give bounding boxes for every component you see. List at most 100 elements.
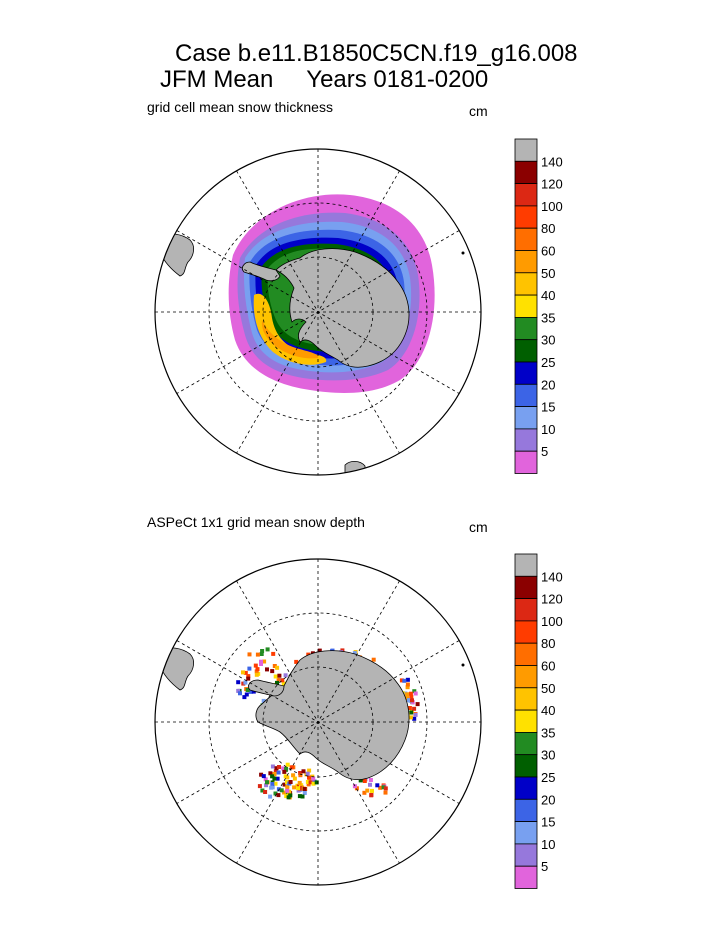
colorbar-model-swatch [514, 227, 538, 251]
colorbar-model-tick-label: 80 [541, 221, 555, 236]
colorbar-obs-tick-label: 40 [541, 703, 555, 718]
observation-cell [302, 787, 307, 791]
observation-cell [255, 652, 260, 657]
observation-cell [415, 702, 420, 707]
graticule [155, 149, 481, 475]
observation-cell [275, 680, 279, 685]
observation-cell [273, 674, 278, 679]
colorbar-model-swatch [514, 205, 538, 229]
observation-cell [259, 772, 264, 777]
observation-cell [301, 769, 306, 774]
colorbar-model-tick-label: 60 [541, 244, 555, 259]
observation-cell [352, 784, 357, 789]
observation-cell [371, 657, 376, 662]
observation-cell [412, 706, 417, 711]
colorbar-obs-swatch [514, 687, 538, 711]
observation-cell [265, 667, 269, 672]
observation-cell [409, 710, 414, 715]
colorbar-obs-tick-label: 15 [541, 815, 555, 830]
observation-cell [254, 669, 259, 674]
observation-cell [270, 669, 275, 674]
observation-cell [259, 652, 264, 656]
observation-cell [368, 782, 372, 787]
observation-cell [399, 678, 404, 683]
observation-cell [291, 773, 296, 778]
colorbar-model-swatch [514, 428, 538, 452]
observation-cell [311, 776, 316, 781]
observation-cell [241, 670, 245, 675]
colorbar-model-swatch [514, 294, 538, 318]
observation-cell [362, 790, 367, 795]
colorbar-obs-swatch [514, 754, 538, 778]
figure-title-line2: JFM Mean Years 0181-0200 [160, 66, 489, 93]
figure-title-line1: Case b.e11.B1850C5CN.f19_g16.008 [175, 40, 578, 67]
observation-cell [262, 659, 267, 664]
observation-cell [263, 777, 268, 782]
observation-cell [285, 780, 289, 785]
antarctica-landmass [255, 650, 410, 780]
colorbar-obs-tick-label: 120 [541, 592, 563, 607]
observation-cell [413, 691, 418, 696]
observation-cell [358, 778, 363, 783]
observation-cell [246, 674, 251, 679]
observation-cell [242, 695, 247, 700]
colorbar-obs-swatch [514, 709, 538, 733]
colorbar-obs-swatch [514, 843, 538, 867]
colorbar-obs-tick-label: 140 [541, 569, 563, 584]
observation-cell [408, 715, 413, 720]
observation-cell [297, 794, 302, 799]
observation-cell [306, 782, 311, 787]
observation-cell [288, 780, 293, 784]
observation-cell [281, 766, 286, 771]
colorbar-model-tick-label: 30 [541, 333, 555, 348]
map-boundary [154, 148, 482, 476]
observation-cell [272, 776, 277, 781]
observation-cell [247, 652, 252, 657]
observation-cell [312, 779, 317, 784]
observation-cell [294, 659, 299, 664]
observation-cell [412, 689, 417, 694]
observation-cell [246, 676, 251, 681]
colorbar-obs-swatch [514, 776, 538, 800]
observation-cell [265, 647, 270, 652]
observation-cell [375, 783, 380, 788]
observation-cell [381, 785, 386, 790]
observation-cell [244, 692, 249, 697]
colorbar-obs-tick-label: 30 [541, 748, 555, 763]
colorbar-obs-swatch [514, 575, 538, 599]
observation-cell [270, 764, 275, 769]
panel-subtitle-model: grid cell mean snow thickness [147, 99, 333, 115]
observation-cell [282, 769, 287, 774]
colorbar-obs-tick-label: 10 [541, 837, 555, 852]
observation-cell [288, 793, 293, 798]
observation-cell [285, 775, 290, 780]
colorbar-model-swatch [514, 160, 538, 184]
colorbar-obs-tick-label: 25 [541, 770, 555, 785]
colorbar-obs-tick-label: 100 [541, 614, 563, 629]
observation-cell [383, 790, 388, 795]
observation-cell [272, 664, 277, 668]
colorbar-obs-tick-label: 80 [541, 636, 555, 651]
snow-band-40cm [253, 293, 327, 365]
colorbar-model-swatch [514, 406, 538, 430]
colorbar-model-tick-label: 100 [541, 199, 563, 214]
colorbar-obs-swatch [514, 821, 538, 845]
observation-cell [277, 673, 282, 678]
observation-cell [402, 678, 407, 683]
observation-cell [289, 765, 294, 770]
observation-cell [354, 786, 359, 791]
snow-band-60cm [261, 320, 319, 359]
observation-cell [270, 774, 275, 779]
observation-cell [243, 670, 248, 675]
observation-cell [362, 779, 367, 783]
colorbar-model-tick-label: 140 [541, 154, 563, 169]
colorbar-model-swatch [514, 339, 538, 363]
colorbar-obs-swatch [514, 798, 538, 823]
island [461, 251, 465, 255]
colorbar-model-swatch [514, 250, 538, 274]
observation-cell [292, 785, 297, 790]
observation-cell [255, 667, 260, 672]
observation-cell [264, 783, 269, 788]
colorbar-obs: 140 120 100 80 60 50 40 35 30 25 20 15 10 5 [514, 553, 563, 889]
